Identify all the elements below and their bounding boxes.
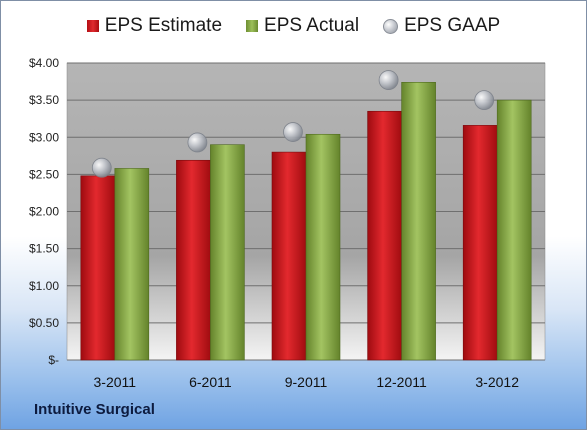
y-tick-label: $3.50	[29, 93, 59, 107]
bar-eps-actual	[401, 82, 436, 361]
marker-eps-gaap	[187, 132, 208, 153]
bar-eps-estimate	[176, 159, 211, 361]
y-tick-label: $3.00	[29, 130, 59, 144]
x-axis-labels: 3-2011 6-2011 9-2011 12-2011 3-2012	[94, 374, 520, 390]
x-tick-label: 12-2011	[376, 374, 427, 390]
marker-eps-gaap	[474, 90, 495, 111]
legend-item-actual: EPS Actual	[246, 15, 359, 37]
marker-eps-gaap	[283, 122, 303, 142]
bars	[80, 82, 532, 361]
y-tick-label: $-	[48, 353, 59, 367]
legend-swatch-actual	[246, 20, 259, 32]
legend-item-estimate: EPS Estimate	[86, 15, 223, 37]
legend-label-gaap: EPS GAAP	[404, 15, 501, 36]
bar-eps-actual	[210, 144, 245, 361]
legend-swatch-gaap	[383, 18, 399, 34]
legend-label-actual: EPS Actual	[264, 15, 360, 36]
y-axis-labels: $- $0.50 $1.00 $1.50 $2.00 $2.50 $3.00 $3.50 $4.…	[29, 56, 59, 367]
marker-eps-gaap	[91, 157, 112, 178]
bar-eps-actual	[496, 99, 532, 361]
x-tick-label: 9-2011	[285, 374, 328, 390]
y-tick-label: $1.50	[29, 242, 59, 256]
x-tick-label: 6-2011	[189, 374, 232, 390]
y-tick-label: $4.00	[29, 56, 59, 70]
gaap-markers	[91, 70, 495, 178]
bar-eps-estimate	[271, 151, 307, 361]
company-label: Intuitive Surgical	[34, 401, 155, 418]
legend-item-gaap: EPS GAAP	[383, 15, 500, 37]
legend-label-estimate: EPS Estimate	[104, 15, 223, 36]
marker-eps-gaap	[378, 70, 399, 90]
y-tick-label: $1.00	[29, 279, 59, 293]
bar-eps-actual	[305, 133, 341, 361]
y-tick-label: $2.00	[29, 205, 59, 219]
bar-eps-actual	[114, 168, 150, 361]
bar-eps-estimate	[462, 125, 498, 361]
x-tick-label: 3-2011	[94, 374, 137, 390]
y-tick-label: $2.50	[29, 167, 59, 181]
x-tick-label: 3-2012	[475, 374, 519, 390]
bar-eps-estimate	[80, 175, 116, 361]
legend-swatch-estimate	[86, 20, 99, 32]
legend: EPS Estimate EPS Actual EPS GAAP	[1, 15, 586, 37]
bar-eps-estimate	[367, 110, 402, 361]
y-tick-label: $0.50	[29, 316, 59, 330]
